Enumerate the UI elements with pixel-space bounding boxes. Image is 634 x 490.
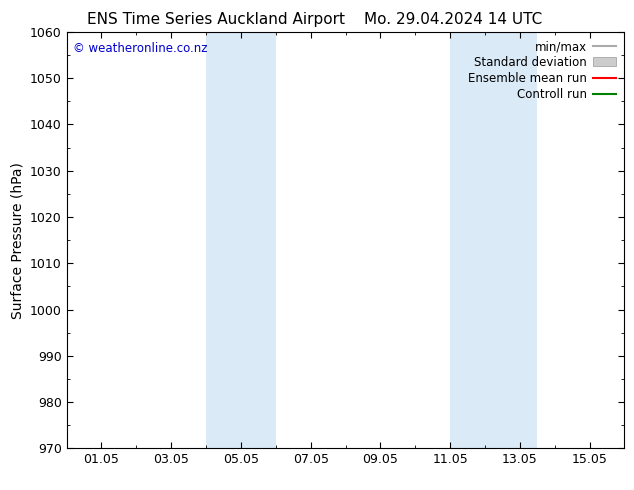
Bar <box>206 32 276 448</box>
Legend: min/max, Standard deviation, Ensemble mean run, Controll run: min/max, Standard deviation, Ensemble me… <box>465 38 619 103</box>
Text: © weatheronline.co.nz: © weatheronline.co.nz <box>74 42 208 55</box>
Y-axis label: Surface Pressure (hPa): Surface Pressure (hPa) <box>10 162 24 318</box>
Text: ENS Time Series Auckland Airport: ENS Time Series Auckland Airport <box>87 12 344 27</box>
Bar <box>450 32 538 448</box>
Text: Mo. 29.04.2024 14 UTC: Mo. 29.04.2024 14 UTC <box>364 12 543 27</box>
